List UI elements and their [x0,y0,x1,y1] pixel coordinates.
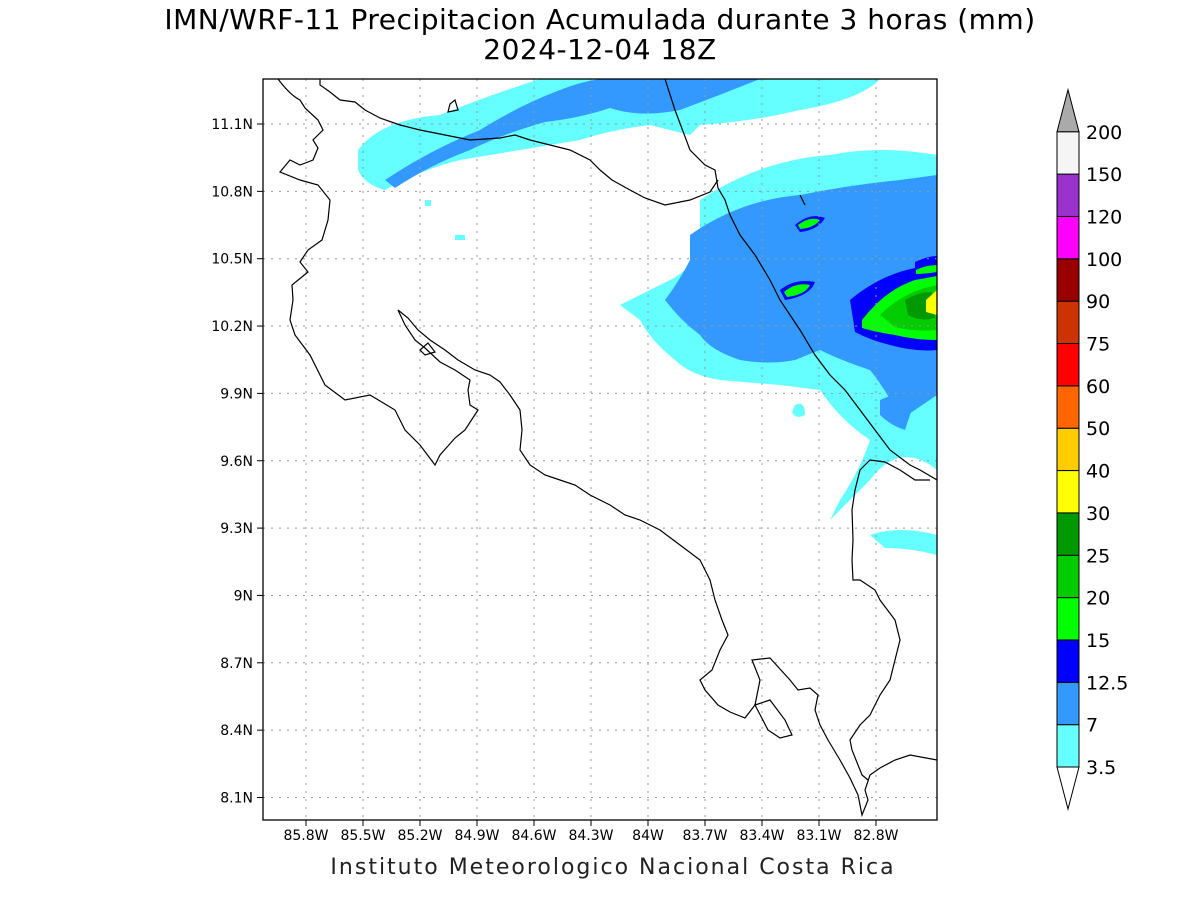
colorbar-swatch [1056,173,1080,217]
lon-tick-label: 83.4W [739,828,784,844]
colorbar-swatch [1056,554,1080,599]
lat-tick-label: 10.5N [211,252,253,268]
colorbar-swatch [1056,427,1080,472]
lat-tick-label: 10.2N [211,319,253,335]
colorbar-level-label: 40 [1086,461,1110,483]
colorbar-swatch [1056,258,1080,302]
precip-30-40 [926,290,937,315]
precipitation-field [358,79,937,555]
colorbar-swatch [1056,724,1080,768]
chart-title: IMN/WRF-11 Precipitacion Acumulada duran… [164,3,1036,36]
colorbar-level-label: 150 [1086,164,1122,186]
lat-tick-label: 8.1N [220,791,253,807]
lat-tick-label: 9.6N [220,454,253,470]
colorbar-level-label: 30 [1086,503,1110,525]
colorbar-level-label: 12.5 [1086,672,1128,694]
colorbar-level-label: 7 [1086,715,1098,737]
colorbar-swatch [1056,131,1080,175]
precip-7-12.5 [385,79,937,430]
lon-tick-label: 84.6W [511,828,556,844]
lat-axis: 11.1N 10.8N 10.5N 10.2N 9.9N 9.6N 9.3N 9N 8.7N 8.… [211,117,263,807]
colorbar-swatch [1056,343,1080,387]
lon-axis: 85.8W 85.5W 85.2W 84.9W 84.6W 84.3W 84W 83.7W 83… [283,820,899,844]
colorbar-swatch [1056,681,1080,726]
lon-tick-label: 83.1W [796,828,841,844]
map-frame [262,78,938,821]
lon-tick-label: 84.3W [568,828,613,844]
colorbar-level-label: 25 [1086,545,1110,567]
lat-tick-label: 9N [234,588,253,604]
colorbar-swatch [1056,512,1080,556]
lat-tick-label: 9.9N [220,386,253,402]
colorbar-level-label: 3.5 [1086,757,1116,779]
colorbar-swatch [1056,639,1080,683]
chart-subtitle: 2024-12-04 18Z [483,33,717,66]
colorbar-over-triangle [1056,87,1080,133]
lon-tick-label: 85.5W [340,828,385,844]
grid-lines [263,79,937,820]
colorbar-swatch [1056,215,1080,260]
colorbar-level-label: 90 [1086,291,1110,313]
colorbar-level-label: 20 [1086,588,1110,610]
footer-credit: Instituto Meteorologico Nacional Costa R… [330,855,896,880]
colorbar-swatch [1056,300,1080,344]
colorbar-level-label: 75 [1086,334,1110,356]
lat-tick-label: 8.7N [220,656,253,672]
lon-tick-label: 84.9W [454,828,499,844]
colorbar-swatch [1056,385,1080,429]
lat-tick-label: 10.8N [211,184,253,200]
lat-tick-label: 8.4N [220,723,253,739]
lat-tick-label: 9.3N [220,521,253,537]
colorbar-level-label: 100 [1086,249,1122,271]
coastlines [277,79,937,818]
colorbar-swatch [1056,470,1080,514]
lat-tick-label: 11.1N [211,117,253,133]
lon-tick-label: 85.2W [397,828,442,844]
lon-tick-label: 84W [632,828,664,844]
colorbar-level-label: 200 [1086,122,1122,144]
colorbar: 3.5 7 12.5 15 20 25 30 40 50 60 75 90 100 120 150 200 [1056,87,1128,811]
colorbar-level-label: 50 [1086,418,1110,440]
colorbar-under-triangle [1056,766,1080,811]
colorbar-level-label: 120 [1086,206,1122,228]
colorbar-level-label: 15 [1086,630,1110,652]
lon-tick-label: 85.8W [283,828,328,844]
colorbar-level-label: 60 [1086,376,1110,398]
lon-tick-label: 83.7W [682,828,727,844]
colorbar-swatch [1056,597,1080,641]
lon-tick-label: 82.8W [853,828,898,844]
